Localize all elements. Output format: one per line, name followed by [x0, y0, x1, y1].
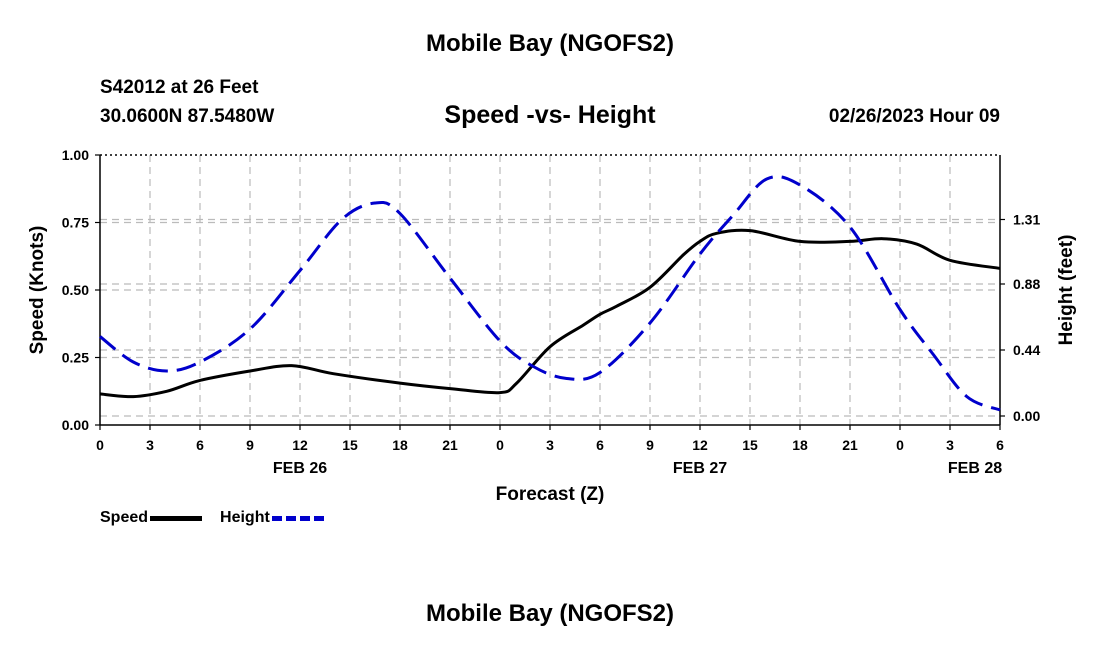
y-tick-label-2: 0.50	[62, 282, 89, 298]
x-tick-label-13: 15	[742, 437, 758, 453]
y2-tick-label-1: 0.44	[1013, 342, 1040, 358]
y2-tick-label-3: 1.31	[1013, 212, 1040, 228]
y-axis-title: Speed (Knots)	[27, 226, 48, 355]
x-tick-label-10: 6	[596, 437, 604, 453]
station-label: S42012 at 26 Feet	[100, 77, 259, 98]
x-tick-label-5: 15	[342, 437, 358, 453]
x-axis-title: Forecast (Z)	[496, 484, 605, 505]
x-tick-label-7: 21	[442, 437, 458, 453]
coordinates-label: 30.0600N 87.5480W	[100, 106, 275, 127]
page-title: Mobile Bay (NGOFS2)	[425, 30, 675, 57]
series-line-speed	[99, 228, 1001, 399]
x-tick-label-15: 21	[842, 437, 858, 453]
legend-height-label: Height	[220, 509, 270, 526]
y-tick-label-0: 0.00	[62, 417, 89, 433]
x-tick-label-8: 0	[496, 437, 504, 453]
x-tick-label-11: 9	[646, 437, 654, 453]
y2-tick-label-2: 0.88	[1013, 276, 1040, 292]
y2-axis-title: Height (feet)	[1056, 235, 1077, 346]
day-label-2: FEB 28	[948, 460, 1002, 477]
x-tick-label-1: 3	[146, 437, 154, 453]
x-tick-label-9: 3	[546, 437, 554, 453]
x-tick-label-4: 12	[292, 437, 308, 453]
x-tick-label-16: 0	[896, 437, 904, 453]
series-line-height	[99, 175, 1001, 412]
x-tick-label-2: 6	[196, 437, 204, 453]
legend-height-swatch	[271, 515, 324, 521]
x-tick-label-6: 18	[392, 437, 408, 453]
x-tick-label-3: 9	[246, 437, 254, 453]
x-tick-label-14: 18	[792, 437, 808, 453]
y-tick-label-1: 0.25	[62, 350, 89, 366]
y-tick-label-4: 1.00	[62, 147, 89, 163]
footer-title: Mobile Bay (NGOFS2)	[425, 600, 675, 627]
x-tick-label-12: 12	[692, 437, 708, 453]
forecast-datetime: 02/26/2023 Hour 09	[828, 106, 1000, 127]
y2-tick-label-0: 0.00	[1013, 408, 1040, 424]
day-label-1: FEB 27	[673, 460, 727, 477]
x-tick-label-17: 3	[946, 437, 954, 453]
legend-speed-label: Speed	[100, 509, 149, 526]
legend-height: Height	[220, 509, 324, 527]
y-tick-label-3: 0.75	[62, 215, 89, 231]
chart-legend: Speed Height	[100, 509, 342, 527]
chart-subtitle: Speed -vs- Height	[444, 101, 656, 129]
x-tick-label-0: 0	[96, 437, 104, 453]
legend-speed-swatch	[150, 515, 203, 521]
legend-speed: Speed	[100, 509, 203, 527]
x-tick-label-18: 6	[996, 437, 1004, 453]
day-label-0: FEB 26	[273, 460, 327, 477]
